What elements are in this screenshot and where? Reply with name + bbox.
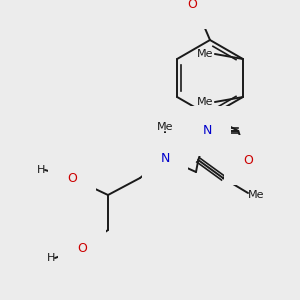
Text: Me: Me <box>197 49 213 59</box>
Text: Me: Me <box>197 97 213 107</box>
Text: H: H <box>47 253 55 263</box>
Text: O: O <box>67 172 77 184</box>
Text: Me: Me <box>248 190 264 200</box>
Text: O: O <box>243 154 253 166</box>
Text: O: O <box>187 0 197 11</box>
Text: N: N <box>160 152 170 164</box>
Text: Me: Me <box>157 122 173 132</box>
Text: H: H <box>37 165 45 175</box>
Text: O: O <box>77 242 87 254</box>
Text: N: N <box>203 124 212 137</box>
